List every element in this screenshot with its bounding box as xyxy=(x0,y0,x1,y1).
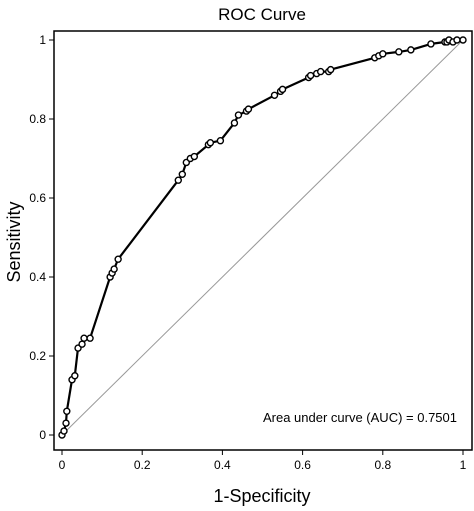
roc-point xyxy=(453,36,461,44)
roc-point xyxy=(80,334,88,342)
y-tick-label: 0.4 xyxy=(29,270,46,284)
roc-point xyxy=(326,65,335,74)
roc-point xyxy=(71,372,79,380)
roc-point xyxy=(407,46,415,54)
roc-point xyxy=(114,255,122,263)
x-tick-label: 0.8 xyxy=(374,458,391,472)
roc-point xyxy=(110,265,118,273)
y-axis-label: Sensitivity xyxy=(4,201,24,282)
x-axis-label: 1-Specificity xyxy=(213,486,310,506)
roc-point xyxy=(270,91,279,100)
roc-point xyxy=(190,152,199,161)
roc-point xyxy=(78,340,86,348)
roc-point xyxy=(234,111,243,119)
x-tick-label: 0.4 xyxy=(214,458,231,472)
roc-point xyxy=(316,67,325,76)
reference-diagonal-line xyxy=(61,39,464,436)
plot-frame xyxy=(53,30,473,451)
y-tick-label: 1 xyxy=(39,33,46,47)
roc-point xyxy=(62,419,70,427)
roc-point xyxy=(63,407,71,415)
y-tick-label: 0 xyxy=(39,428,46,442)
roc-point xyxy=(459,36,467,44)
roc-point xyxy=(379,50,387,58)
chart-title: ROC Curve xyxy=(218,5,306,24)
roc-point xyxy=(174,176,182,184)
roc-point xyxy=(427,40,435,48)
x-tick-label: 1 xyxy=(460,458,467,472)
auc-annotation: Area under curve (AUC) = 0.7501 xyxy=(263,410,457,425)
x-tick-label: 0.2 xyxy=(134,458,151,472)
roc-point xyxy=(244,105,253,113)
roc-point xyxy=(278,85,287,94)
roc-point xyxy=(60,427,68,435)
x-tick-label: 0.6 xyxy=(294,458,311,472)
roc-point xyxy=(230,119,239,127)
roc-point xyxy=(306,71,315,80)
roc-point xyxy=(206,138,215,147)
plot-area: 0 0.2 0.4 0.6 0.8 1 0 0.2 0.4 0.6 0.8 1 xyxy=(29,30,473,472)
y-tick-label: 0.8 xyxy=(29,112,46,126)
roc-point xyxy=(216,137,225,145)
roc-point xyxy=(86,334,94,342)
roc-point xyxy=(178,170,187,179)
y-tick-label: 0.6 xyxy=(29,191,46,205)
roc-point xyxy=(395,48,403,56)
y-tick-label: 0.2 xyxy=(29,349,46,363)
x-tick-label: 0 xyxy=(59,458,66,472)
